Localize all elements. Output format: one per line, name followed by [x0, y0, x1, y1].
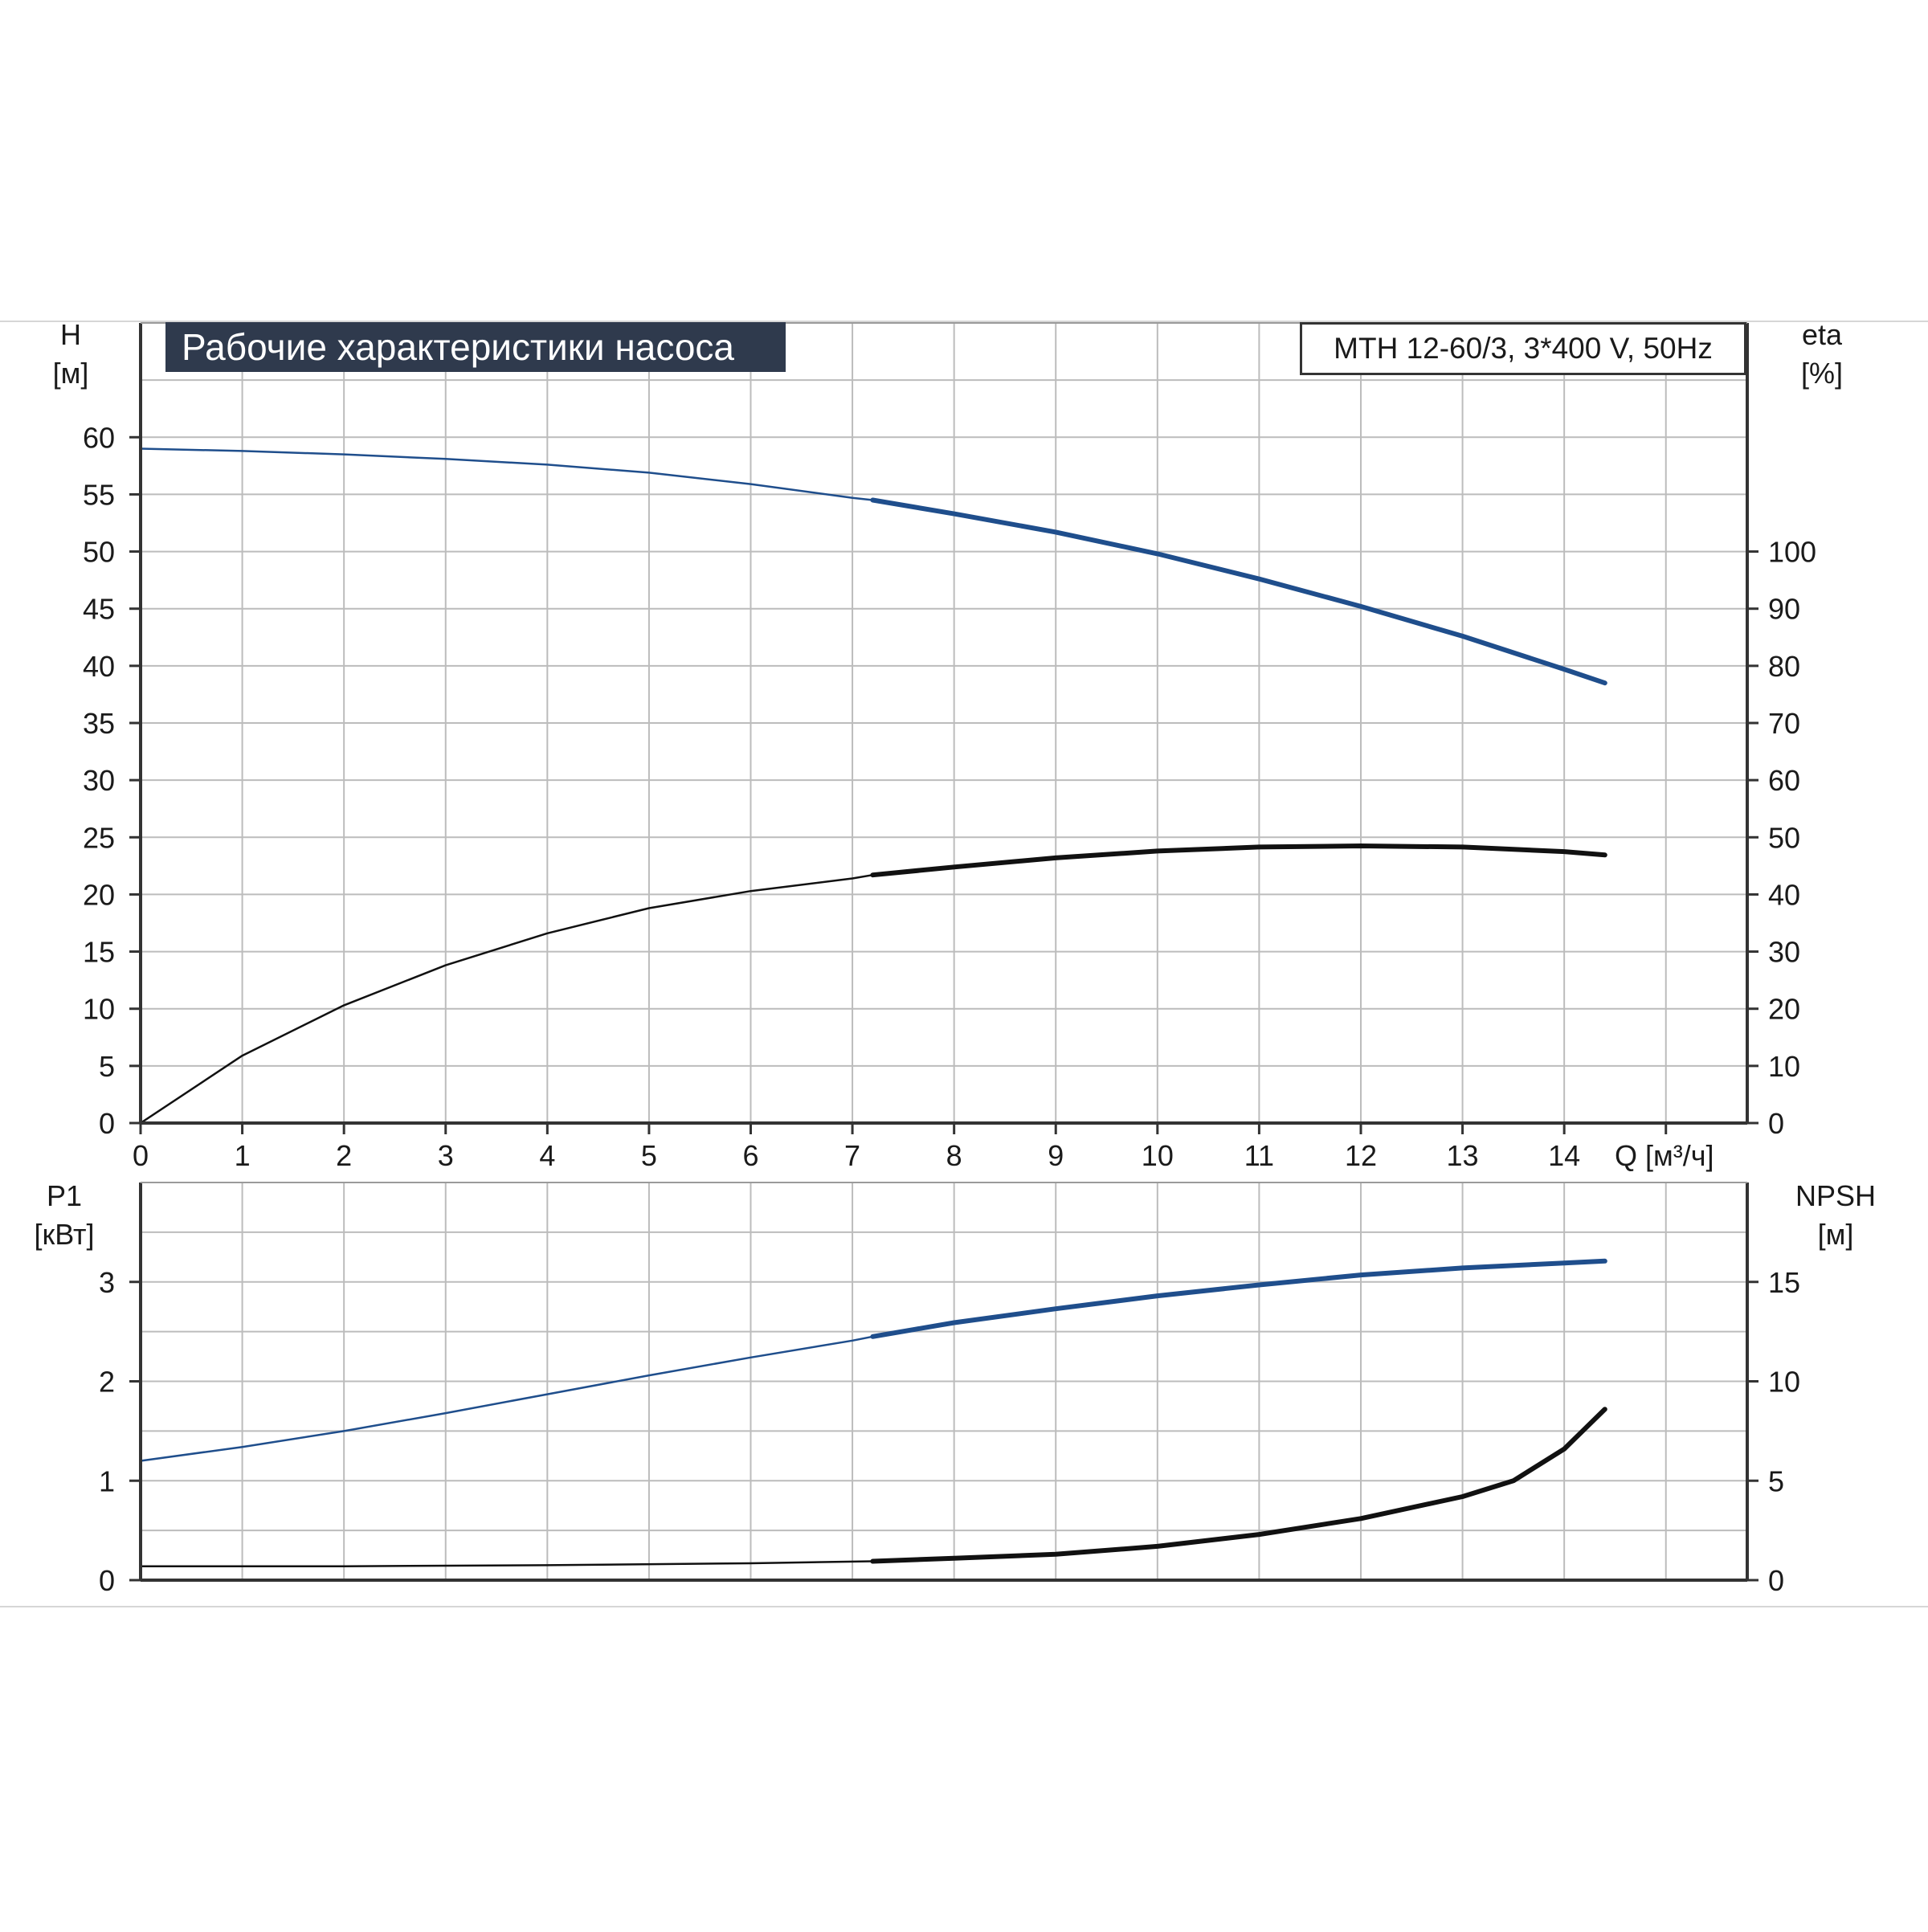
bottom-left-axis-label-symbol: P1 — [46, 1179, 83, 1212]
y-tick-label: 5 — [99, 1050, 115, 1083]
x-tick-label: 3 — [438, 1139, 454, 1172]
y-tick-label: 15 — [83, 936, 115, 969]
y-tick-label: 3 — [99, 1266, 115, 1299]
series-1-0-line-thin — [140, 1335, 873, 1462]
y2-tick-label: 40 — [1768, 878, 1800, 911]
y2-tick-label: 80 — [1768, 650, 1800, 683]
y-tick-label: 40 — [83, 650, 115, 683]
y2-tick-label: 10 — [1768, 1050, 1800, 1083]
y2-tick-label: 5 — [1768, 1464, 1784, 1497]
y2-tick-label: 100 — [1768, 536, 1816, 569]
x-tick-label: 0 — [133, 1139, 149, 1172]
y2-tick-label: 10 — [1768, 1366, 1800, 1399]
series-0-1-line-thin — [140, 873, 873, 1125]
x-tick-label: 4 — [539, 1139, 555, 1172]
series-0-0-line-thick — [870, 497, 1607, 686]
y-tick-label: 25 — [83, 821, 115, 854]
y2-tick-label: 60 — [1768, 764, 1800, 797]
y-tick-label: 35 — [83, 707, 115, 740]
bottom-right-axis-label-symbol: NPSH — [1795, 1179, 1877, 1212]
y-tick-label: 0 — [99, 1107, 115, 1140]
series-0-1-line-thick — [870, 843, 1607, 878]
bottom-left-axis-label-unit: [кВт] — [34, 1218, 95, 1251]
x-tick-label: 7 — [844, 1139, 860, 1172]
chart-title: Рабочие характеристики насоса — [165, 322, 786, 372]
y2-tick-label: 0 — [1768, 1107, 1784, 1140]
series-1-1-line-thick — [870, 1407, 1607, 1564]
y2-tick-label: 70 — [1768, 707, 1800, 740]
x-axis-label: Q [м³/ч] — [1615, 1139, 1714, 1172]
x-tick-label: 6 — [742, 1139, 758, 1172]
top-right-axis-label-symbol: eta — [1801, 318, 1843, 351]
x-tick-label: 14 — [1548, 1139, 1580, 1172]
y-tick-label: 20 — [83, 878, 115, 911]
x-tick-label: 2 — [336, 1139, 352, 1172]
x-tick-label: 13 — [1447, 1139, 1479, 1172]
x-tick-label: 12 — [1345, 1139, 1377, 1172]
series-1-1-line-thin — [141, 1560, 873, 1567]
model-label: MTH 12-60/3, 3*400 V, 50Hz — [1300, 322, 1746, 375]
y-tick-label: 60 — [83, 421, 115, 454]
x-tick-label: 9 — [1048, 1139, 1064, 1172]
y-tick-label: 30 — [83, 764, 115, 797]
x-tick-label: 11 — [1244, 1139, 1274, 1172]
y-tick-label: 55 — [83, 478, 115, 511]
y2-tick-label: 20 — [1768, 993, 1800, 1026]
top-left-axis-label-unit: [м] — [52, 357, 89, 390]
y-tick-label: 50 — [83, 536, 115, 569]
top-right-axis-label-unit: [%] — [1800, 357, 1843, 390]
y2-tick-label: 15 — [1768, 1266, 1800, 1299]
y-tick-label: 2 — [99, 1366, 115, 1399]
top-left-axis-label-symbol: H — [60, 318, 81, 351]
y2-tick-label: 30 — [1768, 936, 1800, 969]
y-tick-label: 0 — [99, 1564, 115, 1597]
y-tick-label: 1 — [99, 1464, 115, 1497]
y-tick-label: 10 — [83, 993, 115, 1026]
x-tick-label: 8 — [946, 1139, 962, 1172]
x-tick-label: 10 — [1142, 1139, 1174, 1172]
y2-tick-label: 50 — [1768, 821, 1800, 854]
y2-tick-label: 90 — [1768, 593, 1800, 626]
bottom-right-axis-label-unit: [м] — [1817, 1218, 1854, 1251]
x-tick-label: 1 — [235, 1139, 251, 1172]
y-tick-label: 45 — [83, 593, 115, 626]
x-tick-label: 5 — [641, 1139, 657, 1172]
series-1-0-line-thick — [870, 1258, 1607, 1339]
series-0-0-line-thin — [140, 447, 873, 501]
y2-tick-label: 0 — [1768, 1564, 1784, 1597]
